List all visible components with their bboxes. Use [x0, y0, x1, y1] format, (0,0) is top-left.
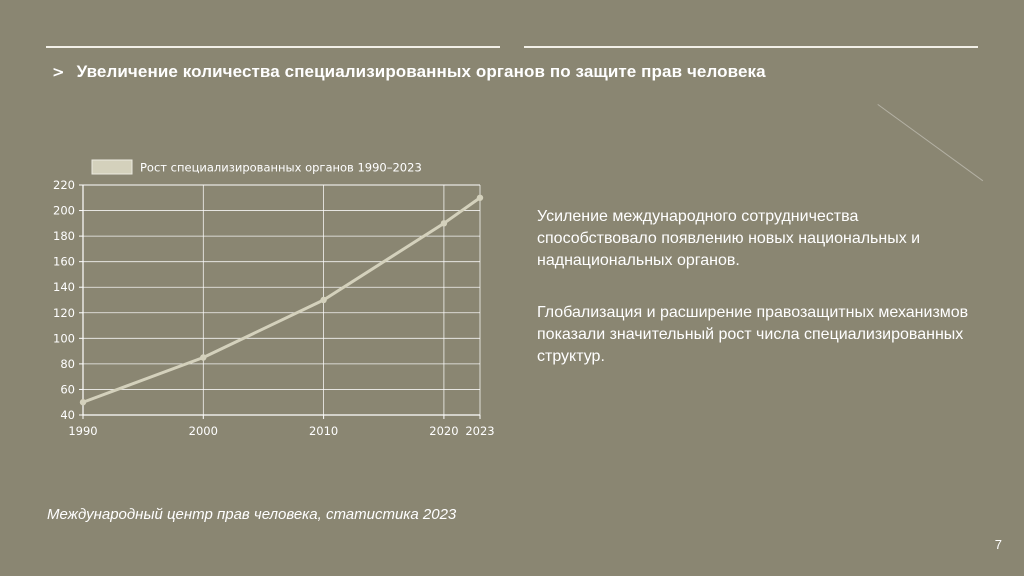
- y-tick-label: 220: [53, 178, 75, 192]
- slide-title: Увеличение количества специализированных…: [76, 62, 766, 81]
- decorative-diagonal-line: [877, 104, 984, 182]
- y-axis-ticks: 40 60 80 100 120 140 160 180 200 220: [53, 178, 83, 422]
- y-tick-label: 100: [53, 331, 75, 345]
- page-number: 7: [994, 537, 1002, 552]
- data-point: [320, 296, 327, 304]
- x-tick-label: 2000: [189, 424, 218, 438]
- y-tick-label: 80: [60, 357, 75, 371]
- chart-series: [79, 194, 484, 406]
- y-tick-label: 40: [60, 408, 75, 422]
- data-point: [476, 194, 484, 201]
- description-paragraph-1: Усиление международного сотрудничества с…: [537, 208, 921, 269]
- y-tick-label: 180: [53, 229, 75, 243]
- line-chart: 40 60 80 100 120 140 160 180 200 220 1990 2000 2010…: [53, 159, 495, 438]
- x-tick-label: 2010: [309, 424, 338, 438]
- x-tick-label: 2023: [465, 424, 494, 438]
- x-tick-label: 2020: [429, 424, 458, 438]
- y-tick-label: 140: [53, 280, 75, 294]
- y-tick-label: 200: [53, 204, 75, 218]
- y-tick-label: 160: [53, 255, 75, 269]
- top-divider-left: [46, 46, 500, 48]
- data-point: [440, 220, 448, 227]
- series-line: [81, 196, 482, 404]
- title-row: > Увеличение количества специализированн…: [52, 62, 766, 82]
- y-tick-label: 60: [60, 382, 75, 396]
- chevron-right-icon: >: [52, 63, 65, 81]
- x-tick-label: 1990: [68, 424, 97, 438]
- source-caption: Международный центр прав человека, стати…: [47, 506, 457, 523]
- legend-label: Рост специализированных органов 1990–202…: [140, 161, 422, 175]
- data-point: [79, 399, 87, 406]
- chart-legend: Рост специализированных органов 1990–202…: [91, 159, 422, 175]
- top-divider-right: [524, 46, 978, 48]
- description-paragraph-2: Глобализация и расширение правозащитных …: [537, 304, 969, 365]
- y-tick-label: 120: [53, 306, 75, 320]
- legend-swatch: [91, 159, 133, 175]
- x-axis-ticks: 1990 2000 2010 2020 2023: [68, 415, 495, 438]
- data-point: [200, 354, 207, 361]
